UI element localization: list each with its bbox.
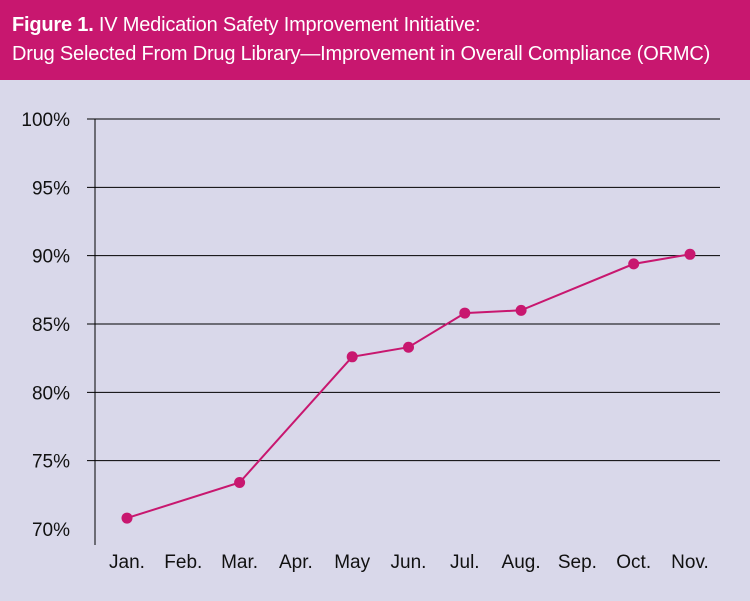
data-point	[121, 512, 133, 524]
series-layer	[121, 248, 696, 524]
y-axis: 70% 75% 80% 85% 90% 95% 100%	[21, 110, 96, 545]
data-point	[403, 341, 414, 353]
x-tick-label: Jul.	[450, 552, 480, 573]
line-chart: 70% 75% 80% 85% 90% 95% 100% Jan. Feb. Mar. Apr. M…	[21, 110, 720, 573]
x-tick-label: Jun.	[391, 552, 427, 573]
gridlines	[87, 118, 720, 462]
data-point	[234, 477, 246, 489]
y-tick-label: 95%	[32, 178, 70, 199]
y-tick-label: 100%	[21, 110, 70, 131]
data-point	[459, 307, 471, 319]
data-point	[628, 258, 640, 270]
y-tick-label: 70%	[32, 520, 70, 541]
chart-header: Figure 1. IV Medication Safety Improveme…	[0, 0, 750, 80]
x-axis: Jan. Feb. Mar. Apr. May Jun. Jul. Aug. Sep. Oct. N…	[109, 552, 709, 573]
y-tick-label: 85%	[32, 315, 70, 336]
y-tick-label: 80%	[32, 383, 70, 404]
x-tick-label: Sep.	[558, 552, 597, 573]
x-tick-label: Feb.	[164, 552, 202, 573]
x-tick-label: May	[334, 552, 370, 573]
title-line-1: Figure 1. IV Medication Safety Improveme…	[12, 11, 750, 40]
plot-area: 70% 75% 80% 85% 90% 95% 100% Jan. Feb. Mar. Apr. M…	[0, 80, 750, 596]
x-tick-label: Aug.	[502, 552, 541, 573]
x-tick-label: Jan.	[109, 552, 145, 573]
data-point	[346, 351, 358, 363]
x-tick-label: Oct.	[616, 552, 651, 573]
series-line	[126, 253, 691, 520]
x-tick-label: Apr.	[279, 552, 313, 573]
y-tick-label: 90%	[32, 247, 70, 268]
x-tick-label: Mar.	[221, 552, 258, 573]
x-tick-label: Nov.	[671, 552, 709, 573]
chart-subtitle: Drug Selected From Drug Library—Improvem…	[12, 43, 711, 65]
data-point	[684, 248, 696, 260]
figure-label: Figure 1.	[12, 14, 94, 36]
y-tick-label: 75%	[32, 452, 70, 473]
chart-title: IV Medication Safety Improvement Initiat…	[98, 14, 481, 36]
data-point	[515, 304, 527, 316]
